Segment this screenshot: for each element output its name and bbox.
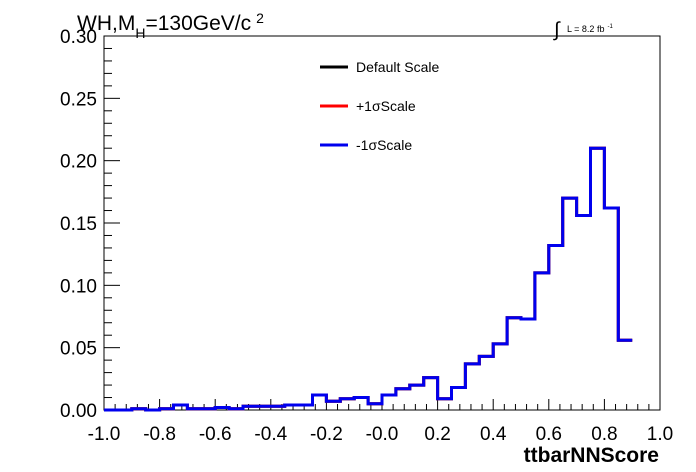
x-axis-title: ttbarNNScore <box>524 444 659 467</box>
series-line-3 <box>104 146 633 412</box>
x-tick-label: 0.6 <box>536 424 562 445</box>
y-tick-label: 0.10 <box>60 276 97 297</box>
title-prefix: WH,M <box>77 12 135 35</box>
series-layer <box>104 146 633 412</box>
legend-label-2: +1σScale <box>356 98 416 114</box>
series-line-1 <box>104 146 633 412</box>
lumi-text: L = 8.2 fb <box>567 24 604 34</box>
x-tick-label: -0.8 <box>143 424 176 445</box>
legend-label-1: Default Scale <box>356 59 439 75</box>
chart-title: WH,MH=130GeV/c 2 <box>77 10 264 41</box>
legend: Default Scale +1σScale -1σScale <box>320 59 439 153</box>
x-tick-label: -0.2 <box>310 424 343 445</box>
x-tick-label: -0.6 <box>199 424 232 445</box>
legend-label-3: -1σScale <box>356 137 412 153</box>
y-tick-label: 0.00 <box>60 401 97 422</box>
y-axis: 0.00 0.05 0.10 0.15 0.20 0.25 0.30 <box>60 27 120 422</box>
x-tick-label: 0.8 <box>591 424 617 445</box>
x-tick-label: -0.4 <box>254 424 287 445</box>
lumi-label: L = 8.2 fb -1 <box>567 24 613 34</box>
x-tick-label: 0.4 <box>480 424 507 445</box>
y-tick-label: 0.30 <box>60 27 97 48</box>
title-value: =130GeV/c <box>145 12 251 35</box>
x-tick-label: -0.0 <box>366 424 399 445</box>
x-axis: -1.0 -0.8 -0.6 -0.4 -0.2 -0.0 0.2 0.4 0.6 0.8 1.0 <box>88 399 673 445</box>
title-subscript: H <box>135 25 145 41</box>
x-tick-label: 0.2 <box>424 424 450 445</box>
y-tick-label: 0.25 <box>60 89 97 110</box>
y-tick-label: 0.20 <box>60 152 97 173</box>
lumi-integral-symbol: ∫ <box>553 19 561 41</box>
plot-frame <box>103 35 661 411</box>
x-tick-label: 1.0 <box>647 424 673 445</box>
x-tick-label: -1.0 <box>88 424 121 445</box>
y-tick-label: 0.05 <box>60 339 97 360</box>
y-tick-label: 0.15 <box>60 214 97 235</box>
lumi-superscript: -1 <box>607 24 613 30</box>
series-line-2 <box>104 146 633 412</box>
title-superscript: 2 <box>256 10 264 26</box>
